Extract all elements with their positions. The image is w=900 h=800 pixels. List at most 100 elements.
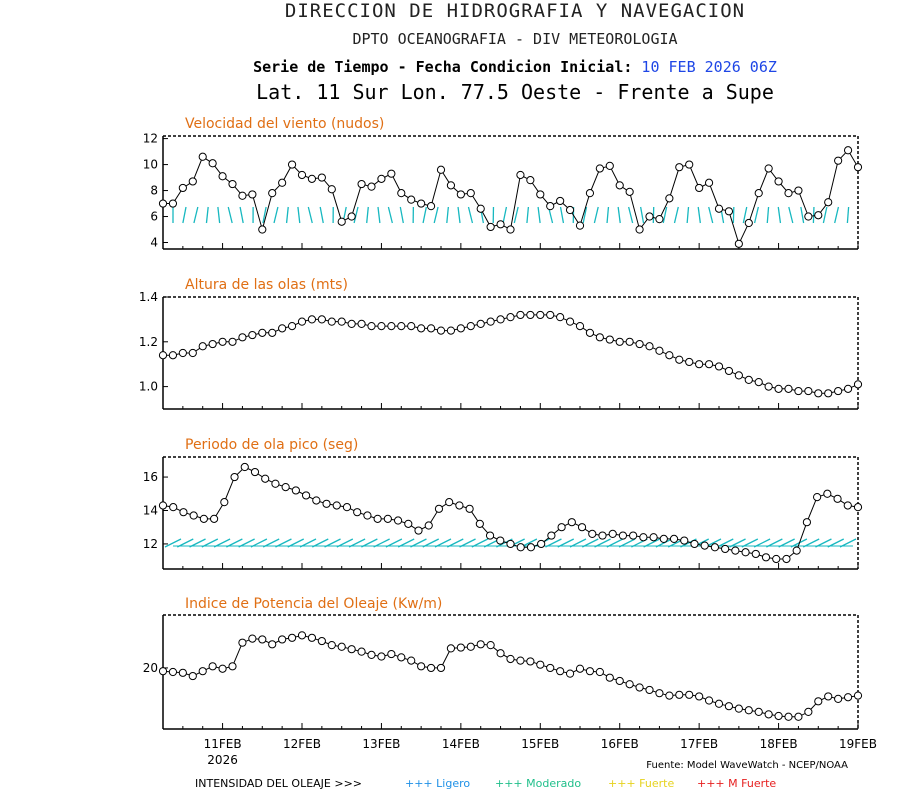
data-point: [516, 170, 525, 180]
data-point: [393, 516, 403, 525]
data-point: [436, 326, 446, 335]
data-point: [417, 662, 426, 671]
wind-arrow: [526, 206, 530, 224]
data-point: [486, 222, 495, 232]
data-point: [169, 503, 178, 512]
wind-arrow: [353, 206, 359, 224]
data-point: [794, 712, 803, 721]
data-point: [754, 707, 763, 717]
data-point: [598, 531, 607, 540]
data-point: [407, 656, 416, 665]
data-point: [208, 339, 217, 349]
data-point: [387, 169, 396, 178]
data-point: [218, 664, 227, 673]
data-point: [332, 501, 341, 510]
x-tick-label: 14FEB: [442, 737, 480, 751]
data-point: [700, 541, 709, 550]
data-point: [645, 342, 654, 351]
data-point: [843, 501, 852, 510]
data-point: [178, 668, 187, 677]
data-point: [238, 333, 247, 342]
data-point: [625, 337, 634, 346]
wind-arrow: [559, 206, 565, 224]
data-point: [426, 202, 436, 211]
data-point: [347, 212, 356, 221]
source-note: Fuente: Model WaveWatch - NCEP/NOAA: [646, 760, 848, 771]
wind-arrow: [800, 206, 805, 224]
data-point: [261, 474, 270, 483]
data-point: [287, 160, 297, 169]
data-point: [297, 317, 307, 326]
data-point: [794, 186, 803, 195]
data-point: [307, 633, 317, 642]
data-point: [414, 526, 423, 535]
data-point: [278, 635, 287, 644]
data-point: [476, 204, 485, 213]
data-point: [764, 710, 773, 719]
wind-arrow: [788, 206, 794, 224]
panel-3: Periodo de ola pico (seg) 12 14 16: [143, 437, 863, 570]
data-point: [665, 194, 674, 203]
data-point: [407, 322, 416, 331]
data-point: [649, 533, 658, 542]
wind-arrow: [582, 206, 588, 224]
panel-title: Indice de Potencia del Oleaje (Kw/m): [185, 596, 442, 612]
data-point: [465, 504, 474, 513]
wind-arrow: [387, 206, 393, 224]
data-point: [218, 337, 227, 346]
data-point: [404, 519, 413, 528]
data-point: [496, 649, 505, 658]
data-point: [178, 348, 187, 358]
data-point: [158, 351, 168, 360]
data-point: [496, 536, 505, 545]
data-point: [588, 529, 597, 538]
x-tick-label: 16FEB: [601, 737, 639, 751]
data-point: [734, 704, 743, 713]
wind-arrow: [617, 206, 621, 224]
data-point: [774, 177, 783, 186]
data-point: [387, 322, 396, 331]
data-point: [655, 346, 664, 355]
data-point: [526, 176, 535, 185]
data-point: [496, 220, 505, 229]
data-point: [278, 178, 287, 187]
data-point: [585, 667, 595, 676]
data-point: [665, 691, 674, 700]
data-point: [655, 689, 664, 698]
data-point: [337, 642, 346, 651]
data-point: [456, 324, 465, 333]
data-point: [486, 317, 495, 326]
data-point: [710, 543, 720, 552]
header-subtitle: DPTO OCEANOGRAFIA - DIV METEOROLOGIA: [352, 30, 678, 48]
data-point: [456, 643, 465, 652]
y-tick-label: 6: [150, 210, 158, 224]
data-point: [436, 663, 446, 673]
data-point: [218, 172, 227, 181]
wind-arrow: [834, 206, 840, 224]
data-point: [814, 697, 823, 706]
y-tick-label: 20: [143, 661, 158, 675]
data-point: [287, 322, 297, 331]
data-point: [248, 634, 257, 643]
wind-arrow: [606, 206, 610, 224]
data-point: [258, 635, 267, 644]
wind-arrow: [593, 206, 599, 224]
series-line: [162, 634, 859, 718]
y-tick-label: 12: [143, 132, 158, 146]
data-point: [526, 657, 535, 666]
data-point: [353, 508, 362, 517]
wind-arrow: [777, 206, 782, 224]
data-point: [516, 310, 525, 320]
data-point: [537, 539, 546, 549]
data-point: [377, 652, 386, 661]
data-point: [595, 333, 604, 342]
data-point: [695, 692, 704, 701]
data-point: [466, 322, 475, 331]
data-point: [238, 191, 247, 200]
data-point: [731, 546, 740, 555]
data-point: [608, 529, 617, 538]
data-point: [704, 178, 714, 187]
x-tick-label: 11FEB: [204, 737, 242, 751]
data-point: [387, 649, 396, 659]
data-point: [417, 199, 426, 208]
